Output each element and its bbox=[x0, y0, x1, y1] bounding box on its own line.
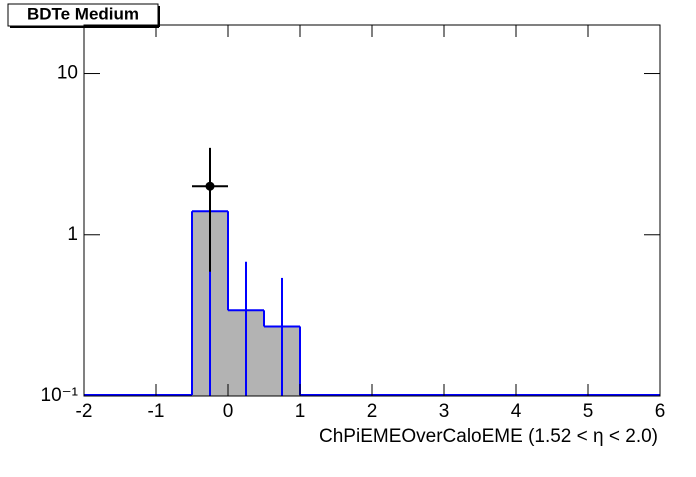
y-tick-label: 10⁻¹ bbox=[41, 385, 79, 406]
x-tick-label: 2 bbox=[367, 401, 378, 422]
x-tick-label: 5 bbox=[583, 401, 594, 422]
data-point bbox=[205, 181, 215, 191]
x-tick-label: 3 bbox=[439, 401, 450, 422]
x-tick-label: 6 bbox=[655, 401, 666, 422]
x-tick-label: 0 bbox=[223, 401, 234, 422]
x-tick-label: 4 bbox=[511, 401, 522, 422]
x-tick-label: -1 bbox=[148, 401, 165, 422]
y-tick-label: 10 bbox=[57, 63, 78, 84]
x-tick-label: -2 bbox=[76, 401, 93, 422]
chart-title: BDTe Medium bbox=[27, 4, 139, 23]
x-axis-label: ChPiEMEOverCaloEME (1.52 < η < 2.0) bbox=[319, 426, 658, 447]
y-tick-label: 1 bbox=[67, 224, 78, 245]
x-tick-label: 1 bbox=[295, 401, 306, 422]
